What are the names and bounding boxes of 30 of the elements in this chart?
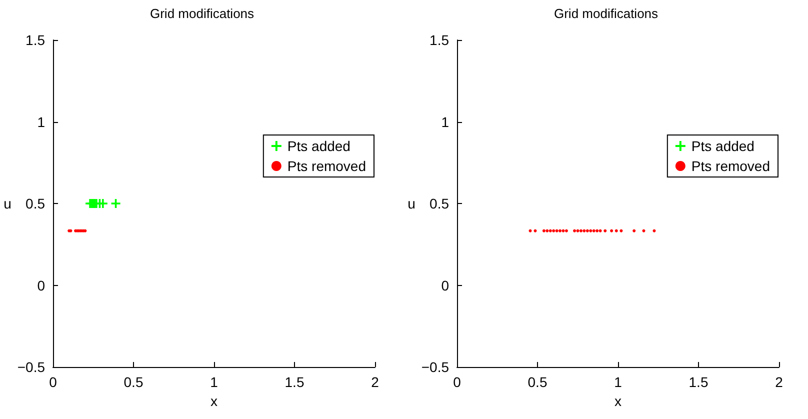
- chart-title: Grid modifications: [554, 6, 659, 21]
- legend-label: Pts added: [691, 138, 754, 154]
- y-tick-label: 1.5: [430, 32, 450, 48]
- legend-label: Pts added: [287, 138, 350, 154]
- x-tick-label: 0: [453, 374, 462, 390]
- x-tick-label: 0.5: [124, 374, 144, 390]
- legend-label: Pts removed: [691, 158, 770, 174]
- x-axis-title: x: [210, 392, 218, 409]
- y-tick-label: 1: [441, 114, 450, 130]
- x-tick-label: 0.5: [528, 374, 548, 390]
- x-tick-label: 1.5: [284, 374, 304, 390]
- x-tick-label: 2: [371, 374, 380, 390]
- y-tick-label: 0: [441, 277, 450, 294]
- y-tick-label: 0.5: [26, 196, 46, 212]
- chart-title: Grid modifications: [150, 6, 255, 21]
- x-tick-label: 1: [614, 374, 622, 390]
- x-tick-label: 1.5: [688, 374, 708, 390]
- x-axis-title: x: [614, 392, 622, 409]
- x-tick-label: 1: [210, 374, 218, 390]
- y-tick-label: 1: [37, 114, 46, 130]
- y-tick-label: 0: [37, 277, 46, 294]
- y-tick-label: 0.5: [430, 196, 450, 212]
- x-tick-label: 2: [775, 374, 784, 390]
- y-tick-label: −0.5: [17, 359, 46, 375]
- x-tick-label: 0: [49, 374, 58, 390]
- legend-label: Pts removed: [287, 158, 366, 174]
- y-tick-label: −0.5: [421, 359, 450, 375]
- y-axis-title: u: [4, 196, 12, 212]
- y-axis-title: u: [408, 196, 416, 212]
- y-tick-label: 1.5: [26, 32, 46, 48]
